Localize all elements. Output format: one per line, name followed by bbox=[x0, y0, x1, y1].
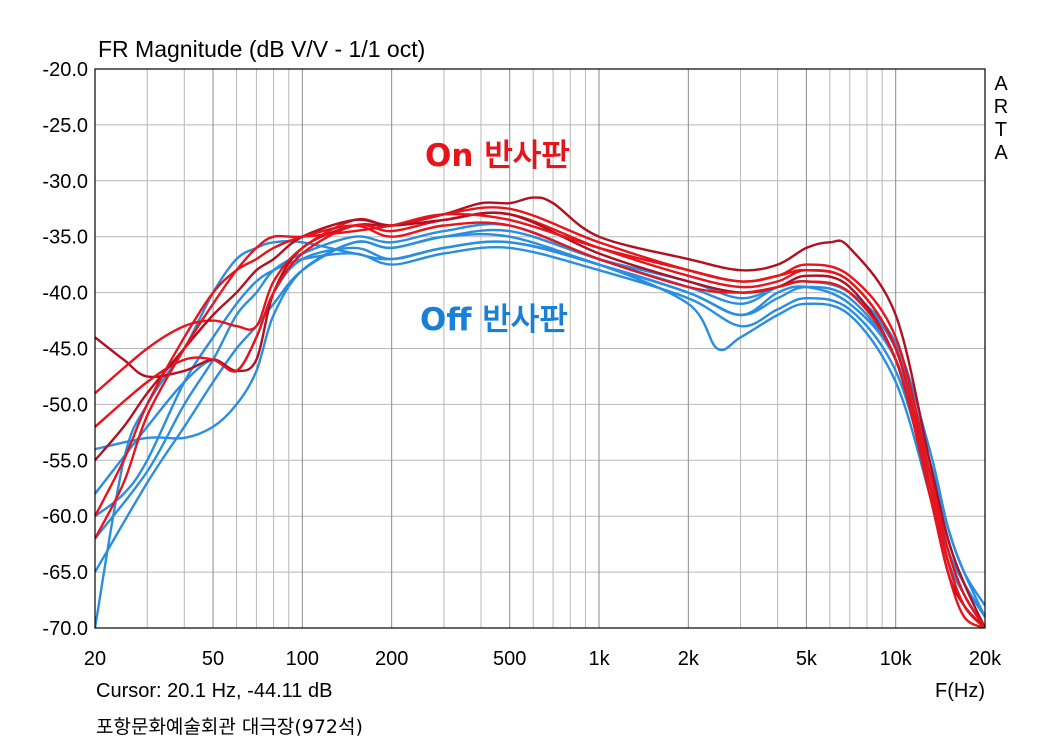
series-line-on bbox=[95, 212, 985, 628]
x-axis-label: F(Hz) bbox=[935, 680, 985, 702]
x-tick-label: 20k bbox=[969, 648, 1002, 670]
series-line-off bbox=[95, 232, 985, 618]
x-tick-label: 50 bbox=[202, 648, 224, 670]
y-tick-label: -50.0 bbox=[42, 394, 88, 416]
annotation-on: On 반사판 bbox=[425, 138, 570, 174]
plot-frame bbox=[94, 68, 986, 629]
series-line-on bbox=[95, 221, 985, 628]
x-tick-label: 1k bbox=[588, 648, 610, 670]
x-axis-ticks: 20 50 100 200 500 1k 2k 5k 10k 20k bbox=[84, 648, 1002, 670]
y-tick-label: -30.0 bbox=[42, 171, 88, 193]
y-tick-label: -60.0 bbox=[42, 506, 88, 528]
series-line-on bbox=[95, 211, 985, 628]
venue-caption: 포항문화예술회관 대극장(972석) bbox=[96, 716, 363, 738]
y-tick-label: -45.0 bbox=[42, 339, 88, 361]
y-tick-label: -35.0 bbox=[42, 227, 88, 249]
y-tick-label: -40.0 bbox=[42, 283, 88, 305]
y-axis-ticks: -20.0 -25.0 -30.0 -35.0 -40.0 -45.0 -50.0 -55.0… bbox=[42, 59, 88, 640]
series-line-on bbox=[95, 206, 985, 628]
x-tick-label: 2k bbox=[678, 648, 700, 670]
chart-title: FR Magnitude (dB V/V - 1/1 oct) bbox=[98, 36, 425, 62]
brand-letter: A bbox=[994, 142, 1008, 164]
y-tick-label: -70.0 bbox=[42, 618, 88, 640]
x-tick-label: 200 bbox=[375, 648, 408, 670]
y-tick-label: -65.0 bbox=[42, 562, 88, 584]
y-tick-label: -20.0 bbox=[42, 59, 88, 81]
brand-letter: A bbox=[994, 73, 1008, 95]
x-tick-label: 20 bbox=[84, 648, 106, 670]
y-tick-label: -55.0 bbox=[42, 450, 88, 472]
series-line-off bbox=[95, 245, 985, 618]
brand-letter: R bbox=[994, 96, 1008, 118]
curves bbox=[95, 196, 985, 628]
cursor-readout: Cursor: 20.1 Hz, -44.11 dB bbox=[96, 680, 332, 702]
x-tick-label: 100 bbox=[286, 648, 319, 670]
brand-letter: T bbox=[995, 119, 1007, 141]
x-tick-label: 500 bbox=[493, 648, 526, 670]
annotation-off: Off 반사판 bbox=[420, 302, 568, 338]
x-tick-label: 10k bbox=[880, 648, 913, 670]
series-line-on bbox=[95, 196, 985, 628]
series-line-on bbox=[95, 211, 985, 628]
x-tick-label: 5k bbox=[796, 648, 818, 670]
y-tick-label: -25.0 bbox=[42, 115, 88, 137]
